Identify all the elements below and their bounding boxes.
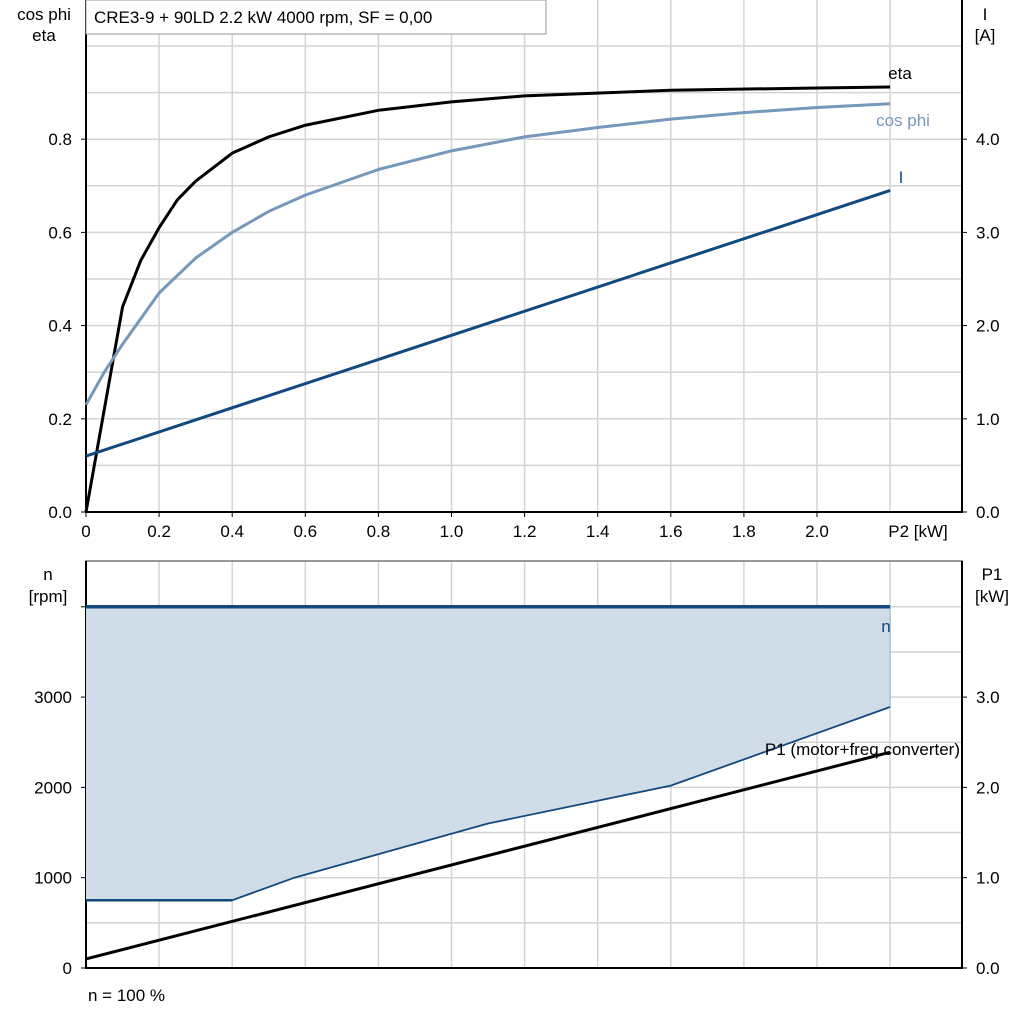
y2-tick-label: 4.0: [976, 130, 1000, 149]
y-tick-label: 0.6: [48, 223, 72, 242]
x-tick-label: 0.2: [147, 522, 171, 541]
y2-tick-label: 3.0: [976, 223, 1000, 242]
y-tick-label: 3000: [34, 688, 72, 707]
series-p1: [85, 750, 891, 961]
y-label-p1-unit: [kW]: [975, 587, 1009, 606]
y-tick-label: 0.4: [48, 317, 72, 336]
y2-tick-label: 2.0: [976, 317, 1000, 336]
y-tick-label: 0: [63, 959, 72, 978]
top-axes: [85, 0, 963, 513]
chart-title: CRE3-9 + 90LD 2.2 kW 4000 rpm, SF = 0,00: [94, 8, 432, 27]
y-label-i: I: [983, 5, 988, 24]
y-label-eta: eta: [32, 26, 56, 45]
title-box: [85, 0, 547, 35]
top-grid: [85, 0, 963, 513]
x-tick-label: 0.6: [293, 522, 317, 541]
y-tick-label: 0.8: [48, 130, 72, 149]
y2-tick-label: 1.0: [976, 869, 1000, 888]
y-label-n-unit: [rpm]: [29, 587, 68, 606]
label-p1: P1 (motor+freq.converter): [765, 740, 960, 759]
label-n: n: [881, 617, 890, 636]
x-tick-label: 0.8: [367, 522, 391, 541]
series-eta: [84, 85, 891, 513]
x-tick-label: 1.8: [732, 522, 756, 541]
label-eta: eta: [888, 64, 912, 83]
chart-marks: 0 0.2 0.4 0.6 0.8 1.0 1.2 1.4 1.6 1.8 2.0 0.0 0.2 0.4…: [34, 85, 1000, 978]
x-tick-label: 0.4: [220, 522, 244, 541]
y-label-cosphi: cos phi: [17, 5, 71, 24]
speed-range-area: [86, 606, 891, 901]
y-label-i-unit: [A]: [975, 26, 996, 45]
y2-tick-label: 2.0: [976, 778, 1000, 797]
series-cos-phi: [84, 102, 891, 406]
x-tick-label: 0: [81, 522, 90, 541]
y2-tick-label: 3.0: [976, 688, 1000, 707]
x-axis-label: P2 [kW]: [888, 522, 948, 541]
label-i: I: [899, 168, 904, 187]
x-tick-label: 2.0: [805, 522, 829, 541]
x-tick-label: 1.2: [513, 522, 537, 541]
y-tick-label: 0.0: [48, 503, 72, 522]
x-tick-label: 1.0: [440, 522, 464, 541]
y-tick-label: 2000: [34, 778, 72, 797]
footnote: n = 100 %: [88, 986, 165, 1005]
series-I: [85, 189, 891, 458]
y-label-p1: P1: [982, 565, 1003, 584]
y2-tick-label: 0.0: [976, 959, 1000, 978]
y-tick-label: 1000: [34, 869, 72, 888]
y-tick-label: 0.2: [48, 410, 72, 429]
x-tick-label: 1.4: [586, 522, 610, 541]
x-tick-label: 1.6: [659, 522, 683, 541]
y2-tick-label: 1.0: [976, 410, 1000, 429]
label-cosphi: cos phi: [876, 111, 930, 130]
y2-tick-label: 0.0: [976, 503, 1000, 522]
y-label-n: n: [43, 565, 52, 584]
